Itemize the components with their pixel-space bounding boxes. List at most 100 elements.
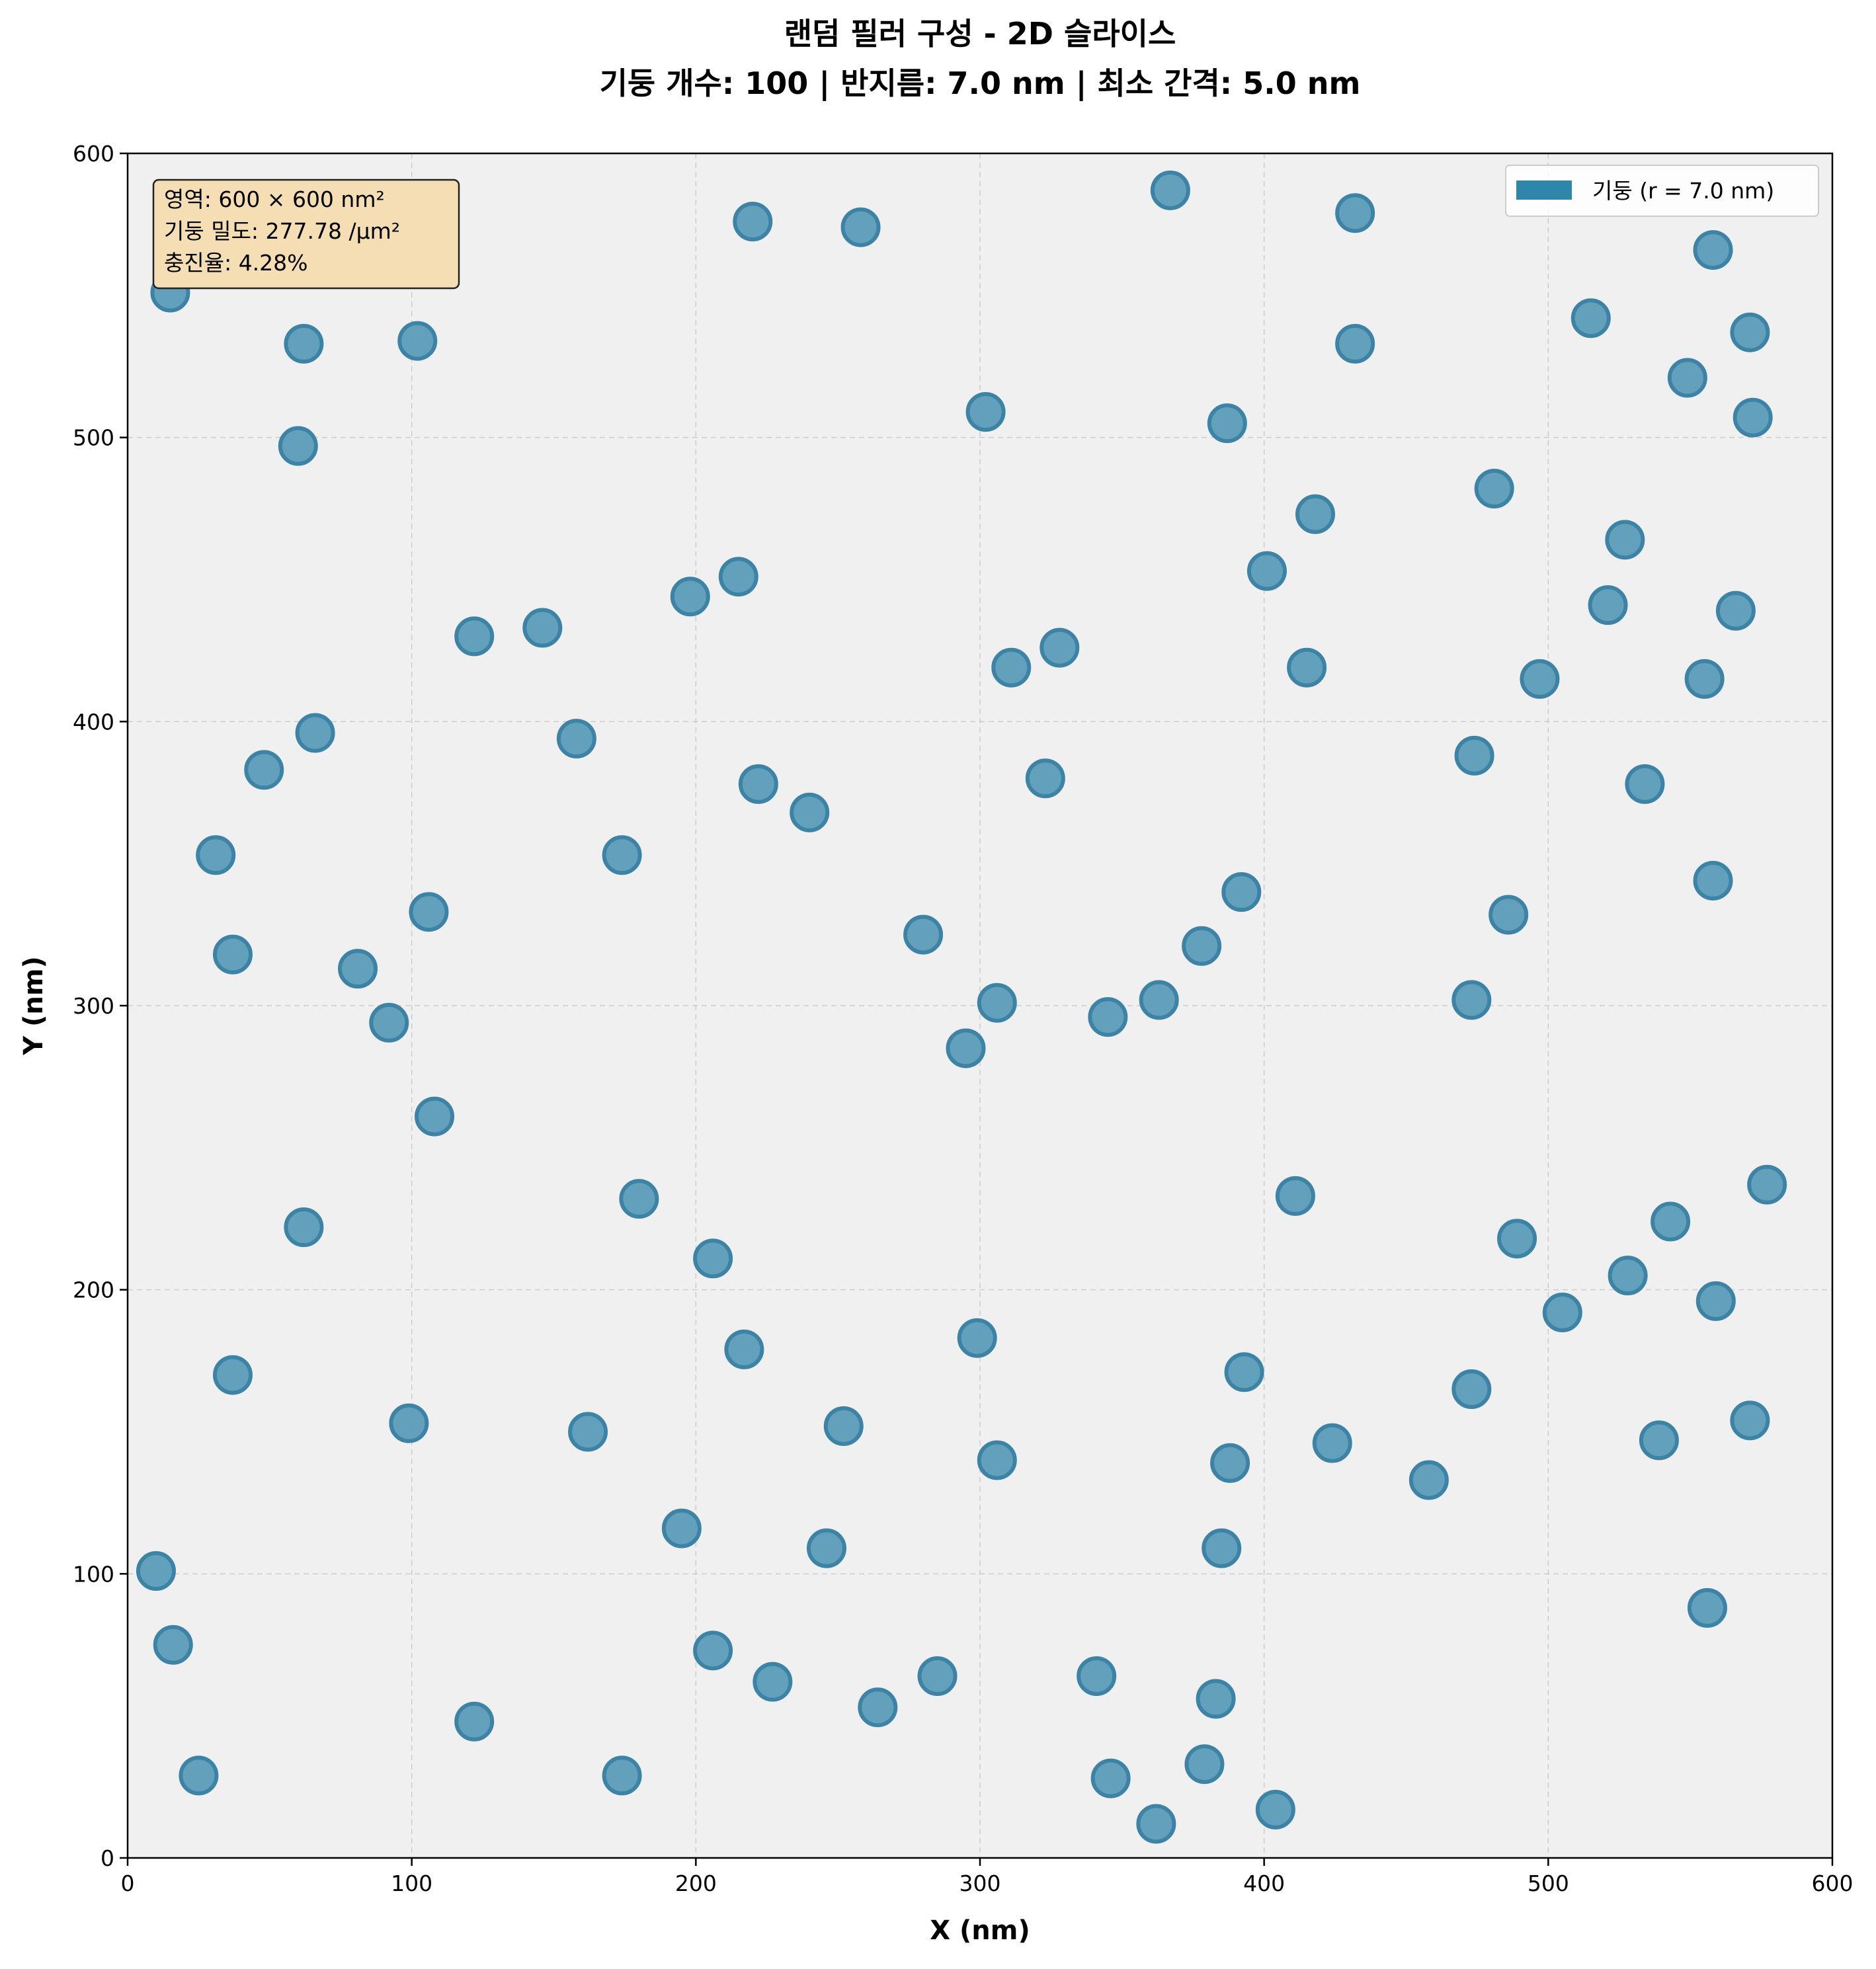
info-fill-ratio-text: 충진율: 4.28%: [164, 250, 308, 276]
pillar-point-79: [1408, 1460, 1449, 1500]
pillar-point-77: [977, 1440, 1017, 1480]
pillar-point-67: [724, 1329, 764, 1369]
x-tick-label-3: 300: [959, 1870, 1001, 1896]
pillar-point-78: [1210, 1443, 1250, 1483]
pillar-point-91: [858, 1687, 898, 1728]
pillar-point-7: [1693, 230, 1733, 270]
pillar-point-52: [1451, 980, 1492, 1020]
pillar-point-34: [1454, 735, 1494, 776]
pillar-point-29: [1520, 659, 1560, 699]
legend-frame: [1505, 165, 1819, 217]
pillar-point-23: [1715, 590, 1756, 631]
pillar-point-32: [556, 719, 596, 759]
x-tick-label-6: 600: [1812, 1870, 1854, 1896]
pillar-point-68: [1224, 1352, 1264, 1392]
pillar-point-60: [1651, 1201, 1691, 1242]
pillar-point-49: [369, 1002, 409, 1043]
pillar-point-59: [284, 1207, 324, 1248]
pillar-point-58: [619, 1179, 659, 1219]
pillar-point-93: [1184, 1744, 1225, 1785]
pillar-point-48: [338, 949, 378, 989]
pillar-point-73: [568, 1412, 608, 1452]
pillar-point-28: [1287, 647, 1327, 688]
pillar-point-36: [738, 764, 778, 804]
pillar-point-40: [602, 835, 642, 875]
info-box-background: [152, 179, 460, 290]
pillar-point-64: [1695, 1281, 1736, 1321]
y-axis-label: Y (nm): [19, 956, 49, 1056]
pillar-point-27: [991, 647, 1032, 688]
pillar-point-55: [415, 1096, 455, 1137]
pillar-point-44: [1489, 895, 1529, 935]
pillar-point-30: [1684, 659, 1725, 699]
pillar-point-50: [977, 983, 1017, 1023]
x-tick-label-4: 400: [1243, 1870, 1285, 1896]
pillar-point-82: [1202, 1528, 1242, 1568]
pillar-point-92: [454, 1701, 495, 1742]
pillar-point-45: [1182, 926, 1222, 966]
pillar-point-96: [1090, 1758, 1131, 1798]
pillar-point-46: [212, 934, 253, 975]
pillar-point-89: [753, 1662, 793, 1702]
pillar-point-74: [823, 1406, 864, 1446]
pillar-point-38: [790, 792, 830, 832]
pillar-point-37: [1625, 764, 1665, 804]
pillar-point-72: [389, 1403, 429, 1443]
x-tick-label-5: 500: [1528, 1870, 1569, 1896]
pillar-point-22: [1588, 585, 1628, 625]
chart-title-line-2: 기둥 개수: 100 | 반지름: 7.0 nm | 최소 간격: 5.0 nm: [600, 65, 1361, 102]
pillar-point-43: [409, 892, 449, 932]
x-axis-ticks: 0 100 200 300 400 500 600: [121, 1858, 1854, 1896]
pillar-point-94: [179, 1755, 219, 1796]
pillar-point-10: [1335, 323, 1375, 364]
pillar-point-76: [1639, 1420, 1679, 1461]
pillar-point-25: [454, 616, 495, 657]
pillar-point-18: [1605, 520, 1645, 560]
legend-swatch: [1516, 181, 1572, 200]
pillar-point-35: [1025, 758, 1065, 799]
pillar-point-33: [244, 750, 284, 790]
info-box: 영역: 600 × 600 nm² 기둥 밀도: 277.78 /μm² 충진율…: [152, 179, 460, 290]
chart-title-line-1: 랜덤 필러 구성 - 2D 슬라이스: [784, 16, 1176, 52]
pillar-point-90: [1196, 1679, 1236, 1719]
pillar-point-83: [136, 1551, 176, 1591]
pillar-point-66: [957, 1318, 997, 1358]
y-tick-label-6: 600: [73, 141, 114, 167]
pillar-point-13: [965, 391, 1006, 432]
pillar-point-88: [1077, 1656, 1117, 1697]
pillar-point-17: [1295, 494, 1336, 534]
pillar-point-81: [806, 1528, 846, 1568]
pillar-point-47: [903, 914, 944, 955]
pillar-point-97: [1255, 1789, 1295, 1829]
pillar-point-57: [1275, 1176, 1315, 1216]
info-area-text: 영역: 600 × 600 nm²: [164, 186, 385, 212]
y-tick-label-2: 200: [73, 1277, 114, 1303]
pillar-point-62: [693, 1238, 733, 1279]
pillar-point-71: [1730, 1400, 1770, 1441]
pillar-point-15: [278, 426, 318, 466]
pillar-point-69: [212, 1355, 253, 1395]
pillar-point-85: [153, 1625, 193, 1665]
pillar-point-51: [1139, 980, 1179, 1020]
x-tick-label-1: 100: [391, 1870, 432, 1896]
pillar-point-70: [1451, 1369, 1492, 1410]
pillar-point-86: [693, 1630, 733, 1671]
pillar-point-39: [196, 835, 236, 875]
y-tick-label-3: 300: [73, 993, 114, 1019]
x-tick-label-2: 200: [675, 1870, 717, 1896]
x-axis-label: X (nm): [930, 1915, 1030, 1946]
pillar-point-1: [284, 323, 324, 364]
y-tick-label-5: 500: [73, 425, 114, 451]
legend: 기둥 (r = 7.0 nm): [1505, 165, 1819, 217]
y-tick-label-1: 100: [73, 1561, 114, 1587]
pillar-point-65: [1542, 1293, 1582, 1333]
pillar-point-61: [1497, 1219, 1537, 1259]
y-tick-label-4: 400: [73, 709, 114, 735]
pillar-point-3: [733, 202, 773, 242]
y-axis-ticks: 0 100 200 300 400 500 600: [73, 141, 128, 1871]
y-tick-label-0: 0: [101, 1845, 114, 1871]
x-tick-label-0: 0: [121, 1870, 135, 1896]
pillar-point-53: [1088, 997, 1128, 1037]
pillar-point-75: [1312, 1423, 1352, 1463]
